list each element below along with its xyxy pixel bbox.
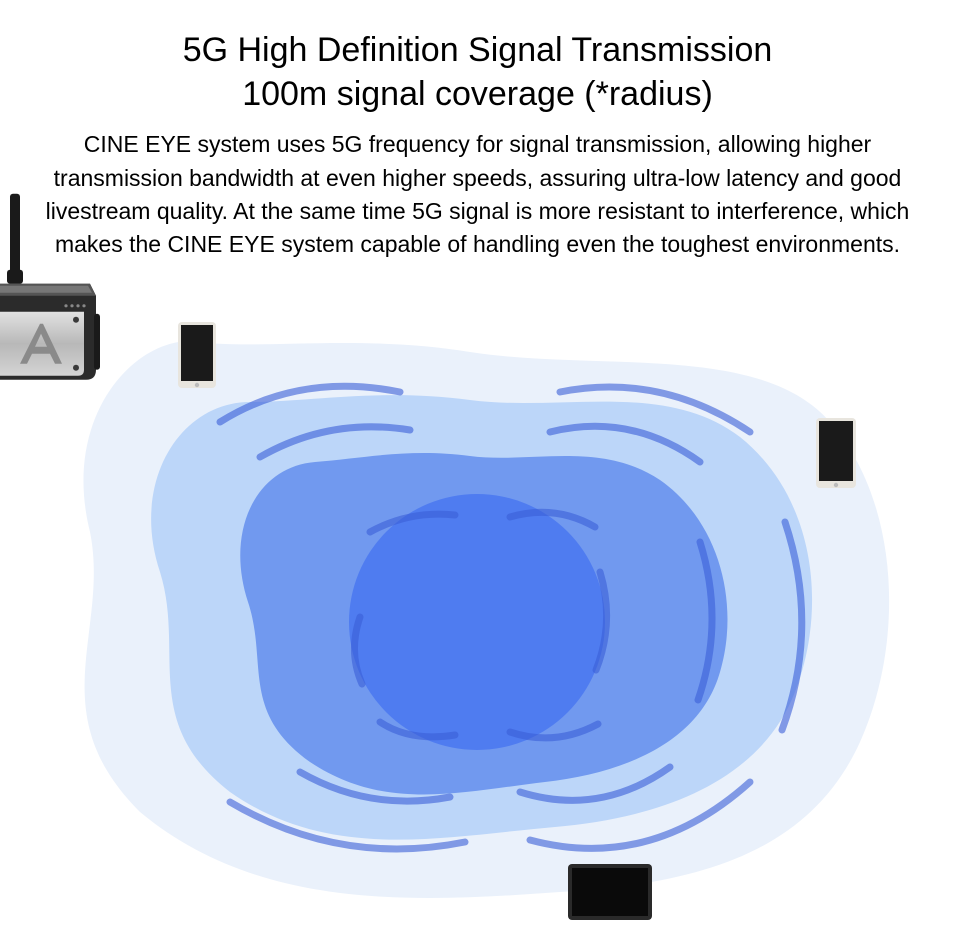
transmitter-body: A: [0, 284, 100, 380]
receiver-phone-2: [816, 418, 856, 488]
transmitter-device: A: [0, 184, 110, 394]
antenna-right: [7, 194, 23, 284]
page-title: 5G High Definition Signal Transmission: [0, 0, 955, 72]
page-subtitle: 100m signal coverage (*radius): [0, 72, 955, 116]
receiver-tablet: [568, 864, 652, 920]
signal-coverage-diagram: A: [0, 272, 955, 932]
page-description: CINE EYE system uses 5G frequency for si…: [0, 116, 955, 261]
coverage-ring-1: [349, 494, 605, 750]
receiver-phone-1: [178, 322, 216, 388]
coverage-rings-svg: [0, 272, 955, 932]
